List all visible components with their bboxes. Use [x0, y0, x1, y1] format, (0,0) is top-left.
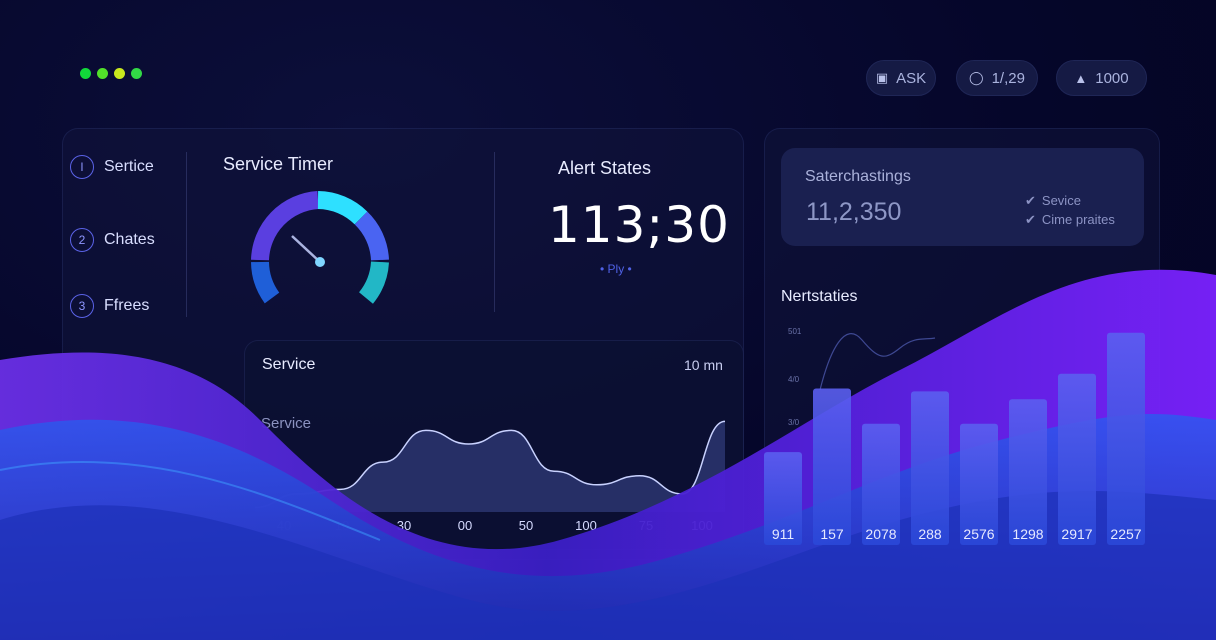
upload-label: 1000 [1095, 69, 1129, 87]
gauge-needle [291, 235, 321, 263]
sidebar-divider [186, 152, 187, 317]
bar-value-label: 2576 [963, 526, 995, 542]
alert-states-value: 113;30 [548, 196, 730, 254]
x-tick-label: 10 [334, 518, 350, 533]
bar [1009, 399, 1047, 545]
bar-value-label: 1298 [1012, 526, 1044, 542]
stats-check-1: ✔ Sevice [1025, 193, 1081, 209]
stats-card-label: Saterchastings [805, 168, 911, 185]
date-button[interactable]: ◯ 1/,29 [956, 60, 1038, 96]
lock-icon: ▣ [875, 70, 889, 85]
area-fill [255, 421, 725, 512]
gauge-hub [315, 257, 325, 267]
gauge-segment-4 [354, 211, 389, 261]
gauge-segment-5 [358, 261, 389, 304]
sidebar-item-label: Chates [104, 231, 155, 248]
window-dot-4[interactable] [131, 68, 142, 79]
x-tick-label: 30 [396, 518, 412, 533]
date-label: 1/,29 [991, 69, 1025, 87]
ask-label: ASK [896, 69, 927, 87]
bar-value-label: 288 [918, 526, 942, 542]
service-area-chart [254, 420, 726, 512]
x-tick-label: 100 [691, 518, 713, 533]
stats-check-2: ✔ Cime praites [1025, 212, 1115, 228]
stats-check-label: Sevice [1041, 193, 1081, 208]
bar-value-label: 157 [820, 526, 844, 542]
sidebar-item-label: Sertice [104, 158, 154, 175]
sidebar-item-number: 3 [70, 294, 94, 318]
upload-icon: ▲ [1074, 70, 1088, 86]
bar-value-label: 911 [771, 526, 795, 542]
gauge-segment-2 [251, 191, 319, 261]
x-tick-label: 75 [638, 518, 654, 533]
bar [1058, 373, 1096, 545]
section-divider [494, 152, 495, 312]
alert-states-title: Alert States [558, 158, 652, 178]
ask-button[interactable]: ▣ ASK [866, 60, 936, 96]
bar-value-label: 2078 [865, 526, 897, 542]
x-tick-label: 00 [457, 518, 473, 533]
window-dot-1[interactable] [80, 68, 91, 79]
bar [1107, 332, 1145, 545]
bar-chart [764, 332, 1145, 545]
check-icon: ✔ [1025, 193, 1036, 208]
window-dot-3[interactable] [114, 68, 125, 79]
window-dot-2[interactable] [97, 68, 108, 79]
service-timer-gauge [251, 191, 389, 304]
sidebar-item-number: 2 [70, 228, 94, 252]
x-tick-label: 100 [575, 518, 597, 533]
stats-card[interactable] [781, 148, 1144, 246]
service-chart-title: Service [262, 356, 316, 373]
x-tick-label: 50 [518, 518, 534, 533]
bar-value-label: 2917 [1061, 526, 1093, 542]
stats-check-label: Cime praites [1041, 212, 1115, 227]
stats-card-value: 11,2,350 [806, 198, 902, 226]
alert-states-sub: • Ply • [600, 262, 632, 276]
gauge-segment-3 [317, 191, 368, 225]
upload-button[interactable]: ▲ 1000 [1056, 60, 1147, 96]
refresh-icon: ◯ [969, 70, 984, 85]
sidebar-item-sertice[interactable]: l Sertice [70, 155, 154, 179]
bar-value-label: 2257 [1110, 526, 1142, 542]
window-controls [80, 68, 142, 79]
sidebar-item-number: l [70, 155, 94, 179]
x-tick-label: 40 [276, 518, 292, 533]
service-chart-range[interactable]: 10 mn [684, 357, 723, 373]
sidebar-item-chates[interactable]: 2 Chates [70, 228, 155, 252]
bar [813, 388, 851, 545]
check-icon: ✔ [1025, 212, 1036, 227]
sidebar-item-label: Ffrees [104, 297, 150, 314]
sidebar-item-ffrees[interactable]: 3 Ffrees [70, 294, 149, 318]
service-timer-title: Service Timer [223, 154, 334, 174]
bar-panel-title: Nertstaties [781, 288, 858, 305]
gauge-segment-1 [251, 261, 280, 304]
bar [911, 391, 949, 545]
